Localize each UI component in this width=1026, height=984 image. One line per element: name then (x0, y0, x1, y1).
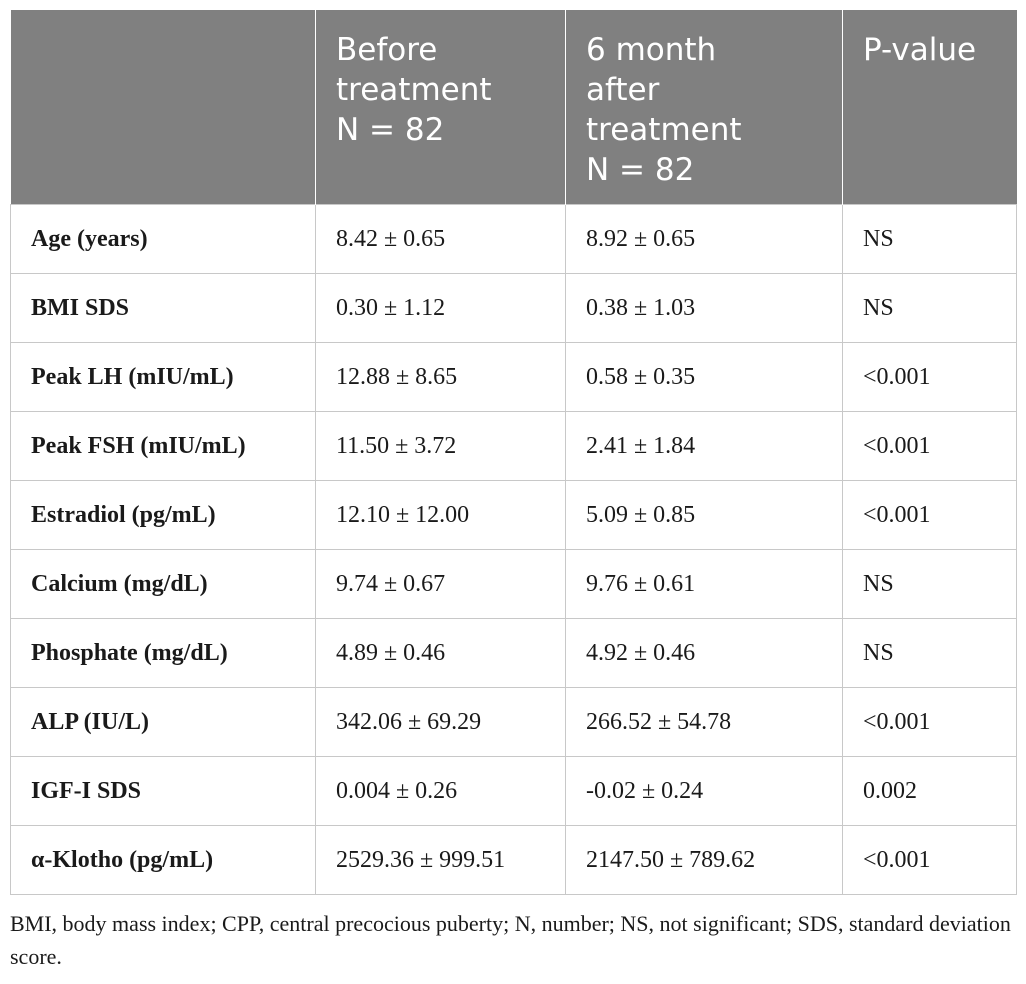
before-value: 2529.36 ± 999.51 (315, 825, 566, 895)
table-row: Age (years) 8.42 ± 0.65 8.92 ± 0.65 NS (10, 204, 1017, 274)
row-label: Age (years) (10, 204, 316, 274)
before-value: 12.88 ± 8.65 (315, 342, 566, 412)
header-line: treatment (336, 72, 492, 108)
header-line: treatment (586, 112, 742, 148)
before-value: 12.10 ± 12.00 (315, 480, 566, 550)
p-value: 0.002 (842, 756, 1017, 826)
before-value: 0.30 ± 1.12 (315, 273, 566, 343)
before-value: 9.74 ± 0.67 (315, 549, 566, 619)
table-row: Peak LH (mIU/mL) 12.88 ± 8.65 0.58 ± 0.35 <… (10, 342, 1017, 412)
p-value: <0.001 (842, 687, 1017, 757)
after-value: 8.92 ± 0.65 (565, 204, 843, 274)
before-value: 0.004 ± 0.26 (315, 756, 566, 826)
row-label: ALP (IU/L) (10, 687, 316, 757)
data-table: Before treatment N = 82 6 month after treatme… (10, 10, 1017, 895)
after-value: 5.09 ± 0.85 (565, 480, 843, 550)
table-row: Phosphate (mg/dL) 4.89 ± 0.46 4.92 ± 0.46 N… (10, 618, 1017, 688)
row-label: α-Klotho (pg/mL) (10, 825, 316, 895)
header-line: N = 82 (336, 112, 445, 148)
header-line: N = 82 (586, 152, 695, 188)
p-value: <0.001 (842, 411, 1017, 481)
p-value: NS (842, 618, 1017, 688)
header-before-treatment: Before treatment N = 82 (315, 10, 566, 205)
after-value: 0.58 ± 0.35 (565, 342, 843, 412)
after-value: 9.76 ± 0.61 (565, 549, 843, 619)
row-label: Estradiol (pg/mL) (10, 480, 316, 550)
table-row: IGF-I SDS 0.004 ± 0.26 -0.02 ± 0.24 0.002 (10, 756, 1017, 826)
p-value: <0.001 (842, 480, 1017, 550)
table-footnote: BMI, body mass index; CPP, central preco… (10, 911, 1011, 969)
row-label: BMI SDS (10, 273, 316, 343)
p-value: NS (842, 273, 1017, 343)
header-p-value: P-value (842, 10, 1017, 205)
p-value: NS (842, 549, 1017, 619)
header-line: after (586, 72, 660, 108)
p-value: NS (842, 204, 1017, 274)
before-value: 8.42 ± 0.65 (315, 204, 566, 274)
row-label: Calcium (mg/dL) (10, 549, 316, 619)
table-body: Age (years) 8.42 ± 0.65 8.92 ± 0.65 NS BMI S… (10, 204, 1017, 895)
before-value: 11.50 ± 3.72 (315, 411, 566, 481)
table-row: Calcium (mg/dL) 9.74 ± 0.67 9.76 ± 0.61 NS (10, 549, 1017, 619)
after-value: 266.52 ± 54.78 (565, 687, 843, 757)
table-row: BMI SDS 0.30 ± 1.12 0.38 ± 1.03 NS (10, 273, 1017, 343)
header-row: Before treatment N = 82 6 month after treatme… (10, 10, 1017, 205)
after-value: 0.38 ± 1.03 (565, 273, 843, 343)
row-label: IGF-I SDS (10, 756, 316, 826)
header-variable (10, 10, 316, 205)
after-value: -0.02 ± 0.24 (565, 756, 843, 826)
after-value: 2147.50 ± 789.62 (565, 825, 843, 895)
after-value: 4.92 ± 0.46 (565, 618, 843, 688)
header-after-treatment: 6 month after treatment N = 82 (565, 10, 843, 205)
row-label: Peak LH (mIU/mL) (10, 342, 316, 412)
table-row: α-Klotho (pg/mL) 2529.36 ± 999.51 2147.50 … (10, 825, 1017, 895)
p-value: <0.001 (842, 342, 1017, 412)
table-row: Peak FSH (mIU/mL) 11.50 ± 3.72 2.41 ± 1.84… (10, 411, 1017, 481)
table-header: Before treatment N = 82 6 month after treatme… (10, 10, 1017, 205)
table-page: Before treatment N = 82 6 month after treatme… (10, 10, 1017, 973)
row-label: Phosphate (mg/dL) (10, 618, 316, 688)
after-value: 2.41 ± 1.84 (565, 411, 843, 481)
header-line: P-value (863, 32, 977, 68)
header-line: 6 month (586, 32, 717, 68)
p-value: <0.001 (842, 825, 1017, 895)
before-value: 4.89 ± 0.46 (315, 618, 566, 688)
row-label: Peak FSH (mIU/mL) (10, 411, 316, 481)
header-line: Before (336, 32, 438, 68)
before-value: 342.06 ± 69.29 (315, 687, 566, 757)
table-row: Estradiol (pg/mL) 12.10 ± 12.00 5.09 ± 0.8… (10, 480, 1017, 550)
table-row: ALP (IU/L) 342.06 ± 69.29 266.52 ± 54.78 <0… (10, 687, 1017, 757)
